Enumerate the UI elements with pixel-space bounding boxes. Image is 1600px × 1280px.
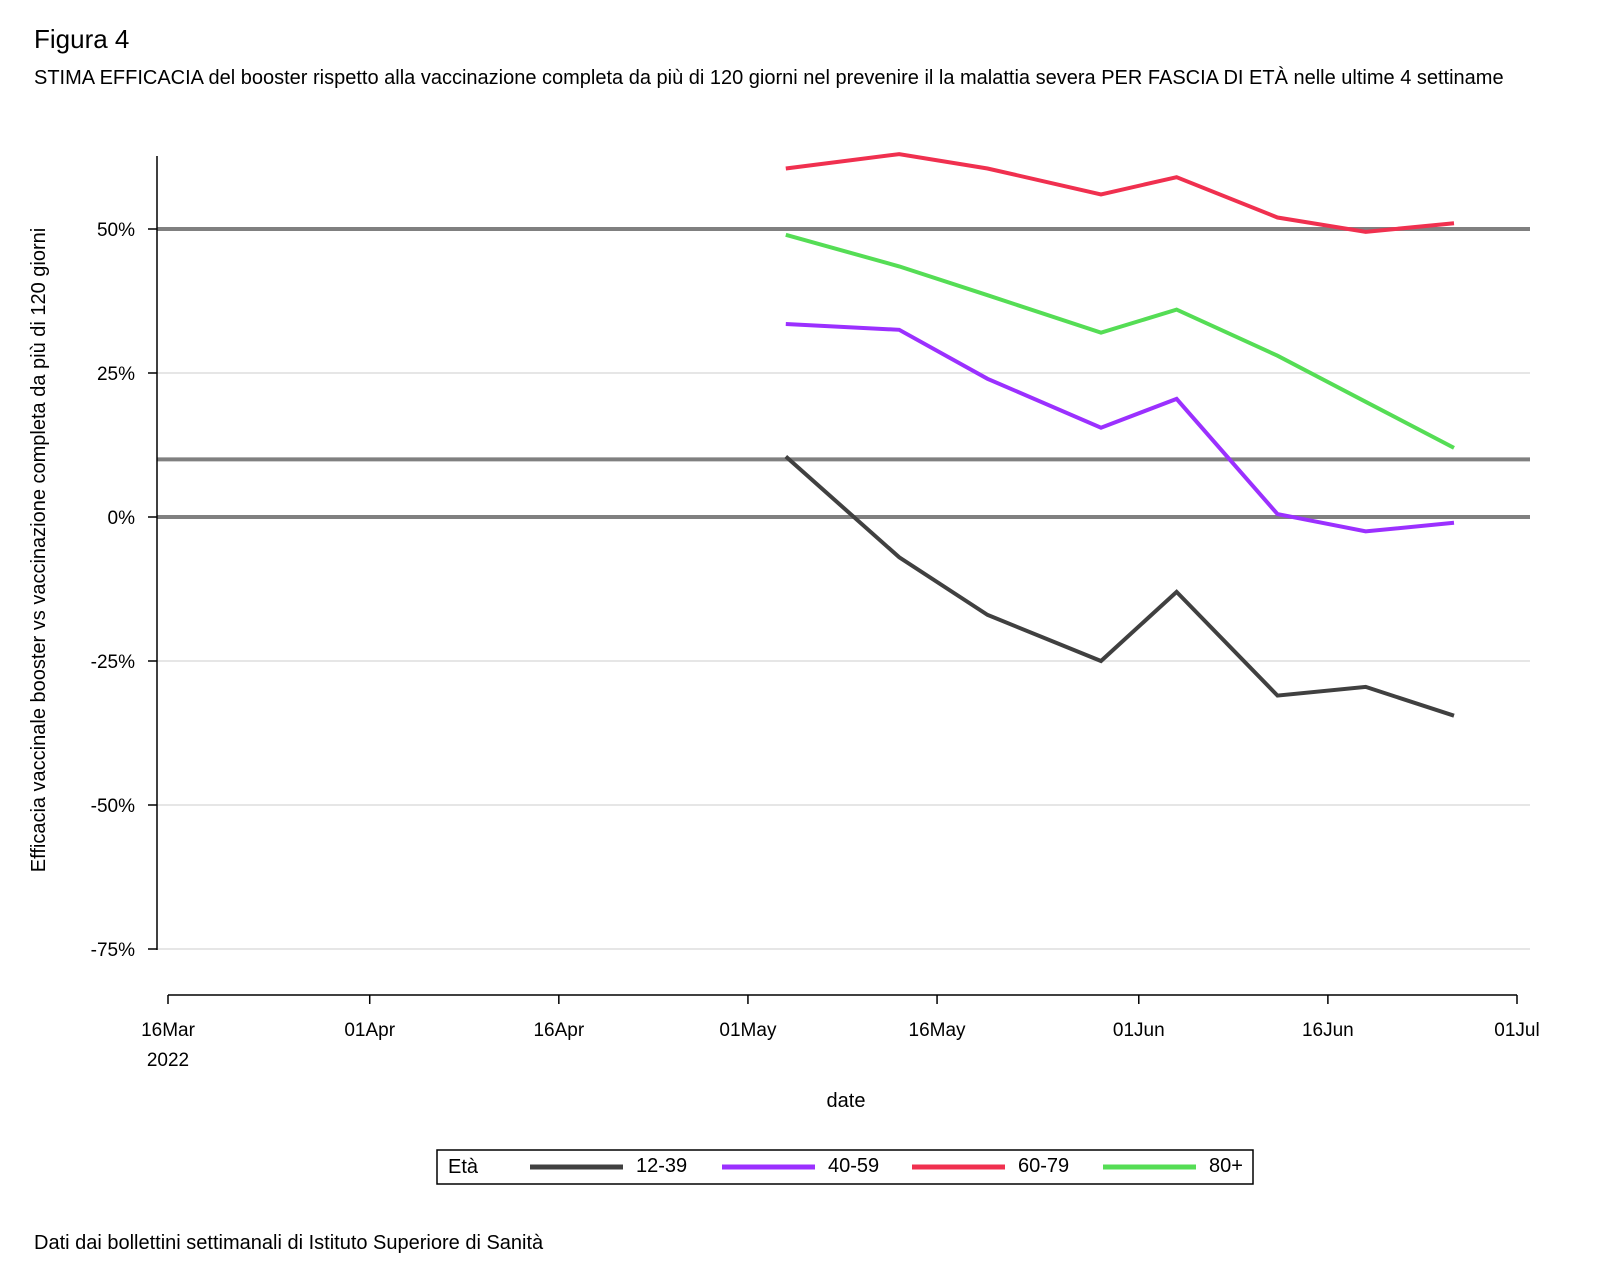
line-chart: 50% 25% 0% -25% -50% -75% 16Mar 2022 01Apr 16Apr… xyxy=(28,152,1540,1185)
x-tick-label: 16Jun xyxy=(1302,1020,1354,1041)
x-tick-label: 16Mar xyxy=(141,1020,196,1041)
x-axis-title: date xyxy=(827,1090,866,1112)
legend-label: 80+ xyxy=(1209,1155,1243,1177)
legend-title: Età xyxy=(448,1156,479,1178)
series-line-80+ xyxy=(785,232,1455,450)
gridlines xyxy=(157,228,1530,950)
x-tick-label: 01May xyxy=(719,1020,777,1041)
x-tick-labels: 16Mar 2022 01Apr 16Apr 01May 16May 01Jun 16Jun 0… xyxy=(141,1020,1540,1071)
y-tick-label: 0% xyxy=(108,508,136,529)
legend-label: 60-79 xyxy=(1018,1155,1069,1177)
x-tick-label: 16May xyxy=(909,1020,967,1041)
series-line-60-79 xyxy=(785,152,1455,234)
legend-label: 12-39 xyxy=(636,1155,687,1177)
series-lines xyxy=(784,152,1455,718)
y-tick-label: 50% xyxy=(97,220,135,241)
chart-title: STIMA EFFICACIA del booster rispetto all… xyxy=(34,67,1504,89)
y-tick-label: 25% xyxy=(97,364,135,385)
legend: Età 12-39 40-59 60-79 80+ xyxy=(436,1149,1254,1185)
x-tick-sublabel: 2022 xyxy=(147,1050,189,1071)
series-line-40-59 xyxy=(785,322,1455,534)
legend-label: 40-59 xyxy=(828,1155,879,1177)
figure-label: Figura 4 xyxy=(34,24,130,54)
y-tick-label: -75% xyxy=(91,940,135,961)
series-line-12-39 xyxy=(784,455,1455,718)
axes xyxy=(148,156,1518,1004)
y-axis-title: Efficacia vaccinale booster vs vaccinazi… xyxy=(28,228,50,872)
y-tick-label: -50% xyxy=(91,796,135,817)
x-tick-label: 01Jun xyxy=(1113,1020,1165,1041)
x-tick-label: 01Jul xyxy=(1494,1020,1539,1041)
x-tick-label: 01Apr xyxy=(344,1020,395,1041)
y-tick-label: -25% xyxy=(91,652,135,673)
y-tick-labels: 50% 25% 0% -25% -50% -75% xyxy=(91,220,135,961)
x-tick-label: 16Apr xyxy=(533,1020,584,1041)
source-note: Dati dai bollettini settimanali di Istit… xyxy=(34,1232,544,1254)
